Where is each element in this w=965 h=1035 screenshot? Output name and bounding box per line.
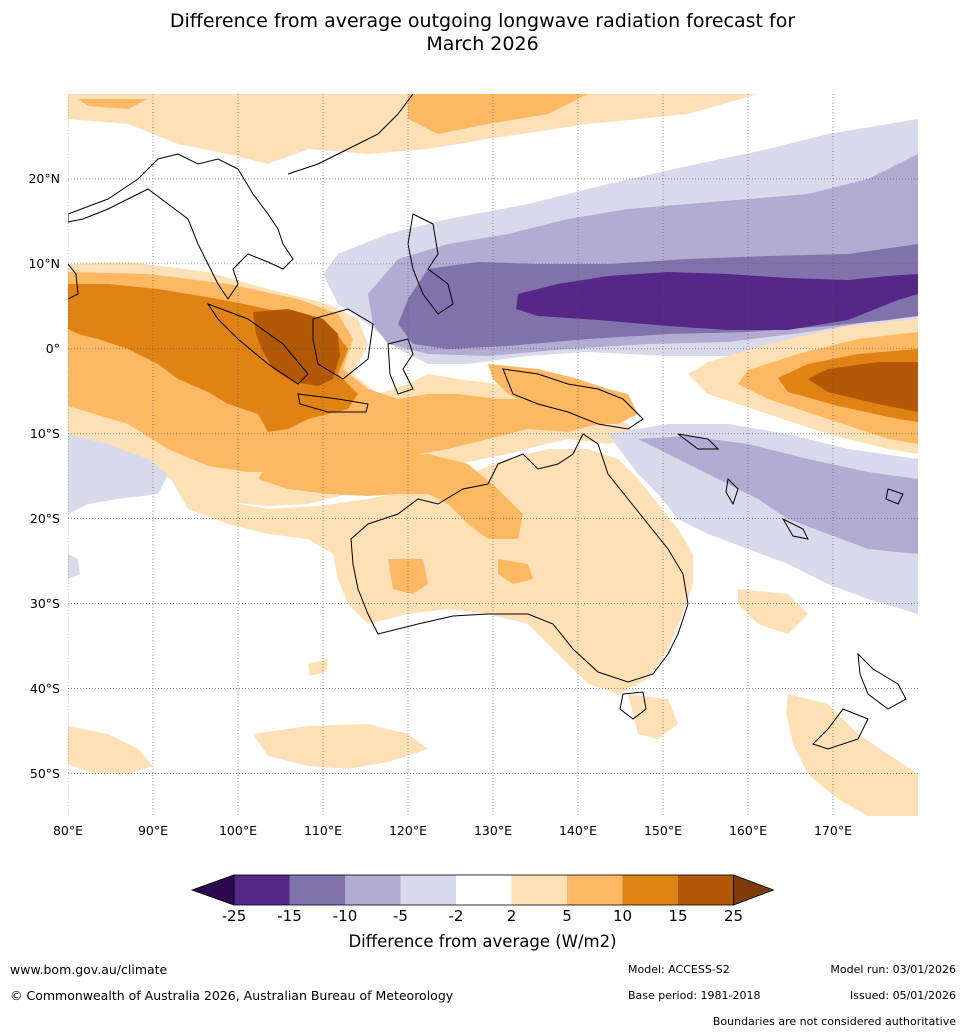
region-aus-5to10-inland2 bbox=[498, 559, 533, 584]
colorbar-tick-label: -10 bbox=[332, 907, 358, 925]
lat-tick-label: 0° bbox=[45, 340, 60, 356]
coast-vanuatu bbox=[725, 477, 739, 506]
coast-borneo bbox=[312, 308, 374, 380]
colorbar-bin-2 bbox=[345, 875, 401, 905]
region-so-2to5a bbox=[68, 726, 153, 774]
region-cpac-15to25 bbox=[808, 362, 918, 412]
lat-tick-label: 20°N bbox=[28, 170, 60, 186]
region-tasman-2to5 bbox=[738, 589, 808, 634]
region-china-2to5 bbox=[68, 94, 758, 164]
colorbar-tick-label: -5 bbox=[393, 907, 408, 925]
coast-solomons bbox=[677, 433, 720, 450]
lon-tick-label: 110°E bbox=[303, 823, 342, 838]
colorbar-bin-0 bbox=[234, 875, 290, 905]
colorbar-extend-high bbox=[733, 874, 775, 906]
coast-australia bbox=[350, 433, 689, 683]
coast-mainland-asia bbox=[68, 153, 294, 300]
region-aus-2to5 bbox=[168, 449, 693, 694]
lon-tick-label: 130°E bbox=[473, 823, 512, 838]
coast-philippines bbox=[407, 213, 454, 315]
footer-model-run: Model run: 03/01/2026 bbox=[830, 963, 956, 976]
chart-title: Difference from average outgoing longwav… bbox=[0, 10, 965, 56]
colorbar-bin-3 bbox=[400, 875, 456, 905]
colorbar-tick-label: -2 bbox=[448, 907, 464, 925]
lon-tick-label: 170°E bbox=[813, 823, 852, 838]
map-panel bbox=[68, 94, 918, 816]
colorbar-frame bbox=[233, 874, 734, 906]
coast-new-guinea bbox=[502, 368, 644, 430]
footer-disclaimer: Boundaries are not considered authoritat… bbox=[712, 1015, 956, 1028]
coast-china bbox=[287, 94, 414, 175]
region-png-5to10 bbox=[488, 364, 638, 424]
lon-tick-label: 80°E bbox=[52, 823, 84, 838]
coast-india bbox=[68, 263, 79, 300]
colorbar-bin-7 bbox=[622, 875, 678, 905]
region-tasmania-2to5 bbox=[628, 694, 678, 739]
lon-tick-label: 160°E bbox=[728, 823, 767, 838]
region-npac-m15to-25 bbox=[516, 272, 918, 330]
colorbar-tick-label: 2 bbox=[506, 907, 517, 925]
coast-tasmania bbox=[619, 691, 647, 720]
lon-tick-label: 90°E bbox=[137, 823, 169, 838]
region-sio-m2to-5b bbox=[68, 554, 80, 579]
lat-tick-label: 40°S bbox=[29, 680, 60, 696]
colorbar-tick-label: 10 bbox=[612, 907, 633, 925]
coast-new-caledonia bbox=[781, 517, 809, 540]
region-sumatra-15to25 bbox=[253, 309, 340, 386]
lon-tick-label: 120°E bbox=[388, 823, 427, 838]
region-nz-2to5 bbox=[786, 694, 918, 816]
colorbar-tick-label: -15 bbox=[277, 907, 302, 925]
region-so-2to5b bbox=[253, 724, 428, 769]
title-line-2: March 2026 bbox=[426, 33, 539, 55]
lon-tick-label: 150°E bbox=[643, 823, 682, 838]
title-line-1: Difference from average outgoing longwav… bbox=[169, 10, 796, 32]
footer-website[interactable]: www.bom.gov.au/climate bbox=[10, 962, 168, 977]
footer-issued: Issued: 05/01/2026 bbox=[849, 989, 956, 1002]
colorbar-tick-label: 25 bbox=[723, 907, 744, 925]
colorbar-bin-5 bbox=[511, 875, 567, 905]
region-sio-m2to-5 bbox=[68, 434, 168, 514]
colorbar-bin-8 bbox=[678, 875, 734, 905]
footer-base-period: Base period: 1981-2018 bbox=[628, 989, 761, 1002]
region-aus-5to10-inland bbox=[388, 559, 428, 594]
footer-copyright: © Commonwealth of Australia 2026, Austra… bbox=[10, 988, 454, 1003]
colorbar-label: Difference from average (W/m2) bbox=[348, 932, 617, 951]
colorbar-tick-label: 15 bbox=[668, 907, 688, 925]
region-so-2to5c bbox=[308, 659, 328, 676]
colorbar-tick-label: 5 bbox=[562, 907, 572, 925]
lat-tick-label: 10°S bbox=[29, 425, 60, 441]
colorbar bbox=[190, 874, 775, 906]
coast-java bbox=[297, 393, 369, 413]
olr-anomaly-map bbox=[68, 94, 918, 816]
lat-tick-label: 10°N bbox=[28, 255, 60, 271]
coast-nz-south bbox=[812, 708, 869, 750]
colorbar-bin-6 bbox=[567, 875, 623, 905]
region-aus-5to10 bbox=[258, 454, 523, 539]
region-coral-m5to-10 bbox=[638, 436, 918, 554]
lat-tick-label: 20°S bbox=[29, 510, 60, 526]
gridlines bbox=[68, 94, 918, 816]
lat-tick-label: 50°S bbox=[29, 765, 60, 781]
region-china-5to10 bbox=[408, 94, 588, 134]
colorbar-tick-label: -25 bbox=[221, 907, 247, 925]
lon-tick-label: 100°E bbox=[218, 823, 257, 838]
lon-tick-label: 140°E bbox=[558, 823, 597, 838]
colorbar-extend-low bbox=[190, 874, 235, 906]
coast-nz-north bbox=[857, 652, 907, 710]
coastlines bbox=[68, 94, 907, 750]
region-himalaya-5to10 bbox=[78, 99, 148, 109]
coast-sumatra bbox=[206, 302, 309, 385]
colorbar-bin-1 bbox=[289, 875, 345, 905]
lat-tick-label: 30°S bbox=[29, 595, 60, 611]
footer-model: Model: ACCESS-S2 bbox=[628, 963, 730, 976]
coast-fiji bbox=[885, 488, 904, 505]
colorbar-bin-4 bbox=[456, 875, 512, 905]
